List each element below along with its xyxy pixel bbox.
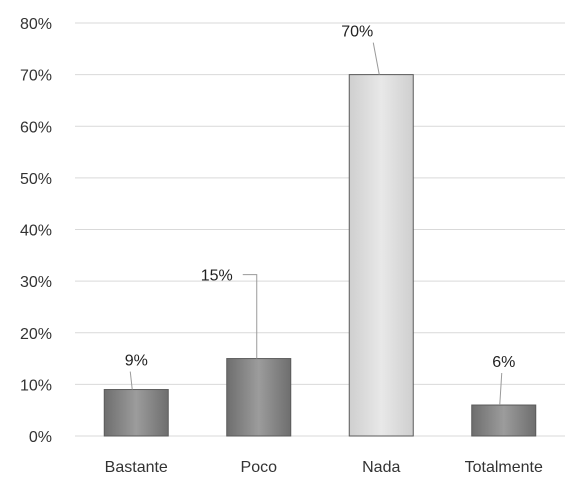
y-tick-label: 20% [20, 326, 52, 343]
y-tick-label: 30% [20, 274, 52, 291]
bar-bastante [103, 389, 169, 437]
data-label-totalmente: 6% [492, 354, 515, 371]
y-tick-label: 70% [20, 68, 52, 85]
y-tick-label: 0% [29, 429, 52, 446]
x-category-label: Bastante [105, 459, 168, 476]
x-category-label: Poco [241, 459, 278, 476]
leader-line [129, 371, 133, 390]
bars [103, 74, 537, 437]
y-tick-label: 40% [20, 223, 52, 240]
bar-nada [348, 74, 414, 437]
y-tick-label: 50% [20, 171, 52, 188]
bar-poco [226, 358, 292, 437]
data-labels: 9% 15% 70% 6% [125, 24, 516, 371]
y-tick-label: 60% [20, 119, 52, 136]
y-tick-label: 80% [20, 16, 52, 33]
x-axis-category-labels: Bastante Poco Nada Totalmente [105, 459, 543, 476]
y-tick-label: 10% [20, 377, 52, 394]
leader-line [499, 372, 503, 406]
data-label-leaders [129, 42, 503, 406]
grid-lines [75, 22, 565, 437]
data-label-bastante: 9% [125, 353, 148, 370]
x-category-label: Nada [362, 459, 400, 476]
y-axis-tick-labels: 0% 10% 20% 30% 40% 50% 60% 70% 80% [20, 16, 52, 446]
data-label-nada: 70% [341, 24, 373, 41]
x-category-label: Totalmente [465, 459, 543, 476]
data-label-poco: 15% [201, 268, 233, 285]
leader-line [372, 42, 380, 75]
bar-totalmente [471, 404, 537, 437]
leader-line [242, 274, 258, 359]
